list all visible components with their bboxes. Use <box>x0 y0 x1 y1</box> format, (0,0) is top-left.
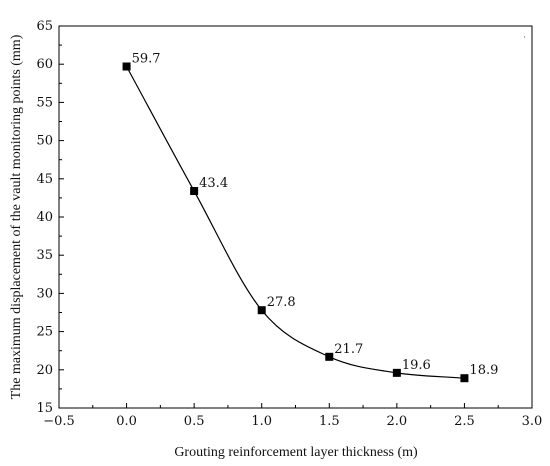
y-tick-label: 65 <box>36 19 53 34</box>
data-marker <box>190 187 199 196</box>
y-axis-title: The maximum displacement of the vault mo… <box>9 34 24 399</box>
x-tick-label: −0.5 <box>43 414 75 429</box>
y-tick-label: 35 <box>36 248 53 263</box>
y-tick-label: 20 <box>36 363 53 378</box>
x-tick-label: 2.0 <box>387 414 408 429</box>
data-marker <box>257 306 266 315</box>
y-tick-label: 50 <box>36 134 53 149</box>
y-axis-ticks: 15 20 25 30 35 40 45 50 55 60 65 <box>36 19 64 416</box>
data-marker <box>392 368 401 377</box>
stray-mark: ˙ <box>522 36 527 47</box>
series-line <box>126 66 465 379</box>
y-tick-label: 40 <box>36 210 53 225</box>
data-marker <box>325 352 334 361</box>
data-marker <box>460 374 469 383</box>
x-tick-label: 2.5 <box>454 414 475 429</box>
data-label: 27.8 <box>267 295 296 310</box>
data-labels: 59.7 43.4 27.8 21.7 19.6 18.9 <box>132 51 499 378</box>
x-tick-label: 0.5 <box>184 414 205 429</box>
x-tick-label: 0.0 <box>116 414 137 429</box>
data-label: 21.7 <box>334 342 363 357</box>
plot-frame <box>58 25 533 409</box>
data-marker <box>122 62 131 71</box>
x-tick-label: 1.0 <box>251 414 272 429</box>
data-label: 43.4 <box>199 176 228 191</box>
x-tick-label: 1.5 <box>319 414 340 429</box>
x-axis-ticks: −0.5 0.0 0.5 1.0 1.5 2.0 2.5 3.0 <box>43 403 542 429</box>
x-axis-title: Grouting reinforcement layer thickness (… <box>174 445 418 460</box>
y-tick-label: 60 <box>36 57 53 72</box>
data-label: 19.6 <box>402 358 431 373</box>
y-tick-label: 30 <box>36 286 53 301</box>
y-tick-label: 25 <box>36 325 53 340</box>
data-markers <box>122 62 469 383</box>
data-label: 59.7 <box>132 51 161 66</box>
data-label: 18.9 <box>469 363 498 378</box>
y-tick-label: 45 <box>36 172 53 187</box>
y-tick-label: 55 <box>36 95 53 110</box>
x-tick-label: 3.0 <box>522 414 543 429</box>
y-tick-label: 15 <box>36 401 53 416</box>
